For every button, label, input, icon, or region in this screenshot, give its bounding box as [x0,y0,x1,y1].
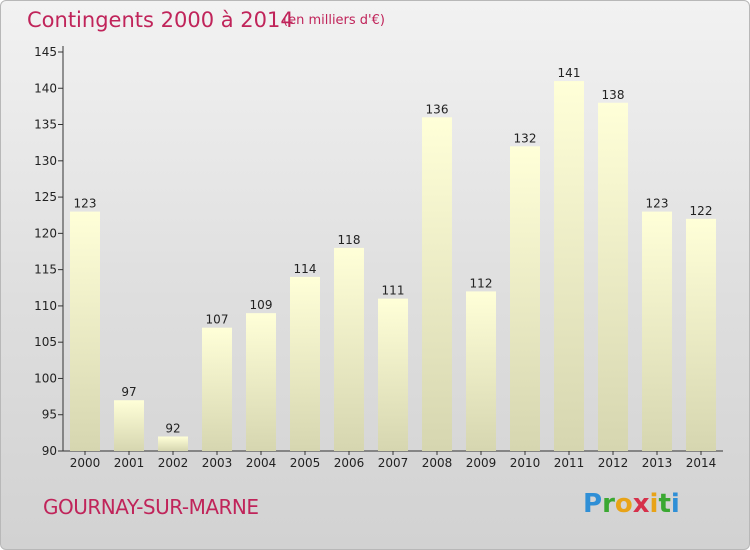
bar [598,102,628,452]
y-tick-label: 110 [34,299,57,313]
x-tick-label: 2001 [114,456,145,470]
y-tick-label: 120 [34,226,57,240]
chart-title: Contingents 2000 à 2014 [27,8,294,32]
chart-subtitle: (en milliers d'€) [283,13,385,28]
y-tick-label: 100 [34,371,57,385]
x-tick-label: 2013 [642,456,673,470]
logo-letter: i [649,489,659,519]
bar [422,117,452,452]
y-tick-label: 115 [34,263,57,277]
x-tick-label: 2008 [422,456,453,470]
bar-value-label: 122 [690,204,713,218]
bar-value-label: 141 [558,66,581,80]
bar-value-label: 109 [250,298,273,312]
x-tick-label: 2010 [510,456,541,470]
bar [114,400,144,451]
bar [510,146,540,452]
bar-value-label: 97 [121,385,136,399]
bar [686,218,716,451]
logo-letter: i [670,489,680,519]
x-tick-label: 2009 [466,456,497,470]
x-tick-label: 2004 [246,456,277,470]
bar-value-label: 132 [514,131,537,145]
bar-value-label: 114 [294,262,317,276]
bar [642,211,672,451]
x-tick-label: 2003 [202,456,233,470]
bar [158,436,188,451]
bar-value-label: 107 [206,313,229,327]
x-tick-label: 2002 [158,456,189,470]
x-tick-label: 2007 [378,456,409,470]
logo-letter: o [614,489,633,519]
x-tick-label: 2006 [334,456,365,470]
logo-letter: t [658,489,671,519]
bar [378,298,408,451]
bar-value-label: 136 [426,102,449,116]
bar-value-label: 92 [165,421,180,435]
x-tick-label: 2014 [686,456,717,470]
x-tick-label: 2000 [70,456,101,470]
bar-value-label: 118 [338,233,361,247]
bar [246,313,276,451]
logo-letter: P [583,489,603,519]
y-tick-label: 90 [42,444,57,458]
bar [334,247,364,451]
y-tick-label: 145 [34,45,57,59]
x-tick-label: 2012 [598,456,629,470]
logo-letter: r [602,489,615,519]
y-tick-label: 130 [34,154,57,168]
bar-value-label: 138 [602,88,625,102]
y-tick-label: 140 [34,81,57,95]
bar [466,291,496,451]
bar-value-label: 123 [646,197,669,211]
y-tick-label: 95 [42,408,57,422]
y-tick-label: 125 [34,190,57,204]
proxiti-logo[interactable]: Proxiti [583,489,680,519]
bar [554,81,584,451]
bar [70,211,100,451]
y-tick-label: 135 [34,118,57,132]
bar-value-label: 123 [74,197,97,211]
bar [290,276,320,451]
bar-value-label: 112 [470,276,493,290]
x-tick-label: 2011 [554,456,585,470]
y-tick-label: 105 [34,335,57,349]
bar [202,327,232,451]
commune-name: GOURNAY-SUR-MARNE [43,495,259,519]
x-tick-label: 2005 [290,456,321,470]
bar-value-label: 111 [382,284,405,298]
logo-letter: x [632,489,650,519]
